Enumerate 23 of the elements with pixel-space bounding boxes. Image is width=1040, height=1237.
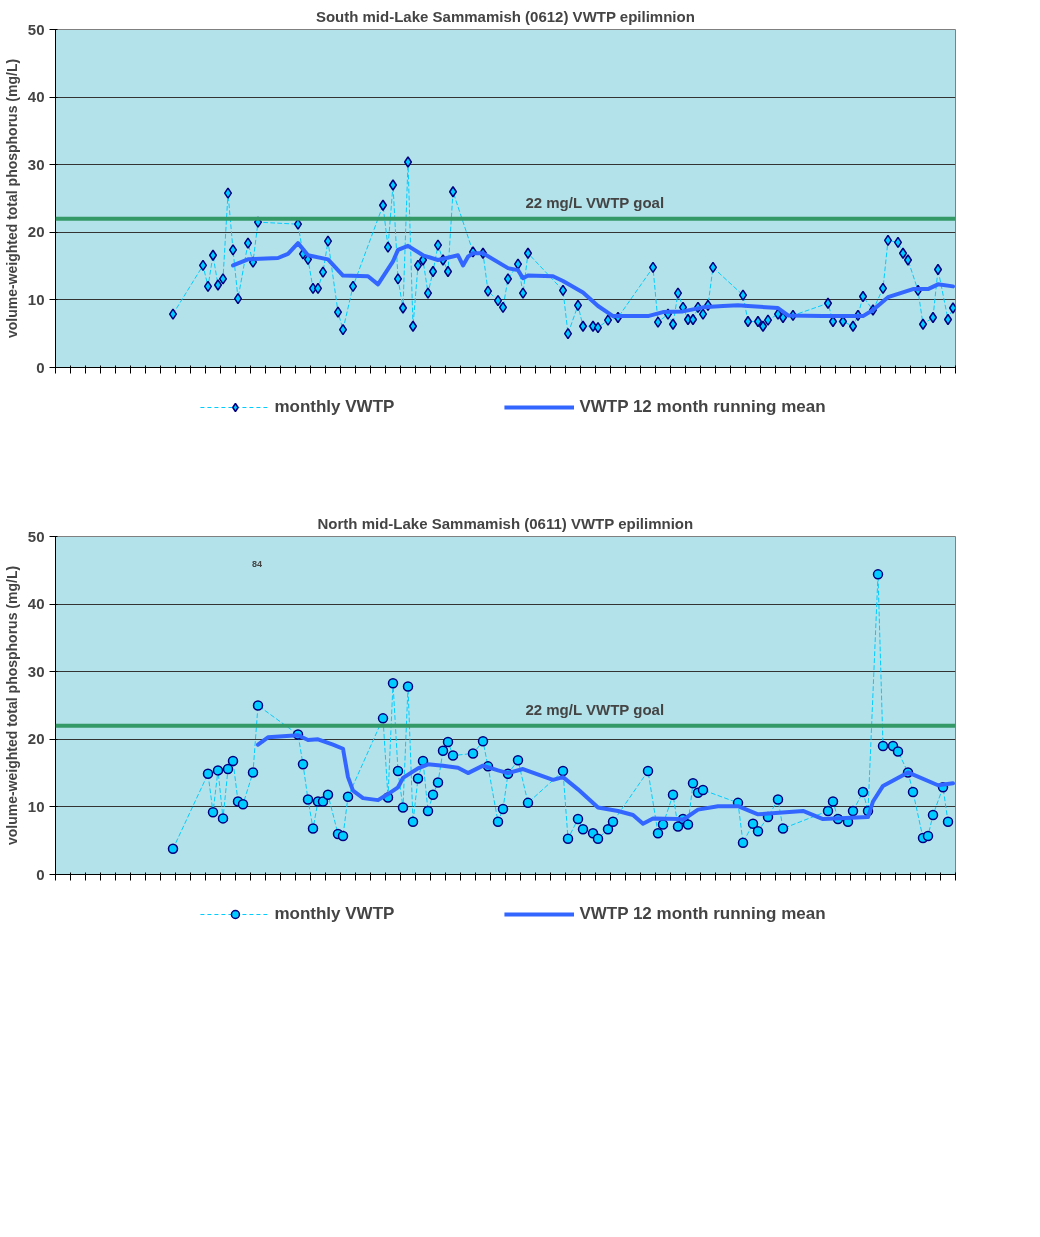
y-tick-label: 10 bbox=[27, 797, 45, 815]
legend-label: monthly VWTP bbox=[274, 904, 395, 924]
y-tick-label: 10 bbox=[27, 290, 45, 308]
y-axis-title: volume-weighted total phosphorus (mg/L) bbox=[3, 58, 20, 339]
legend-label: VWTP 12 month running mean bbox=[579, 904, 826, 924]
y-axis-title: volume-weighted total phosphorus (mg/L) bbox=[3, 565, 20, 846]
annotation: 84 bbox=[252, 558, 263, 569]
chart-title: North mid-Lake Sammamish (0611) VWTP epilimnion bbox=[317, 514, 694, 532]
y-tick-label: 40 bbox=[27, 88, 45, 106]
y-tick-label: 0 bbox=[36, 865, 45, 883]
chart-title: South mid-Lake Sammamish (0612) VWTP epilimnion bbox=[315, 7, 695, 25]
y-tick-label: 0 bbox=[36, 358, 45, 376]
y-tick-label: 20 bbox=[27, 730, 45, 748]
y-tick-label: 50 bbox=[27, 527, 45, 545]
legend-label: monthly VWTP bbox=[274, 397, 395, 417]
y-tick-label: 20 bbox=[27, 223, 45, 241]
legend-label: VWTP 12 month running mean bbox=[579, 397, 826, 417]
y-tick-label: 40 bbox=[27, 595, 45, 613]
y-tick-label: 50 bbox=[27, 20, 45, 38]
y-tick-label: 30 bbox=[27, 662, 45, 680]
ref-line-label: 22 mg/L VWTP goal bbox=[525, 700, 665, 718]
ref-line-label: 22 mg/L VWTP goal bbox=[525, 193, 665, 211]
y-tick-label: 30 bbox=[27, 155, 45, 173]
